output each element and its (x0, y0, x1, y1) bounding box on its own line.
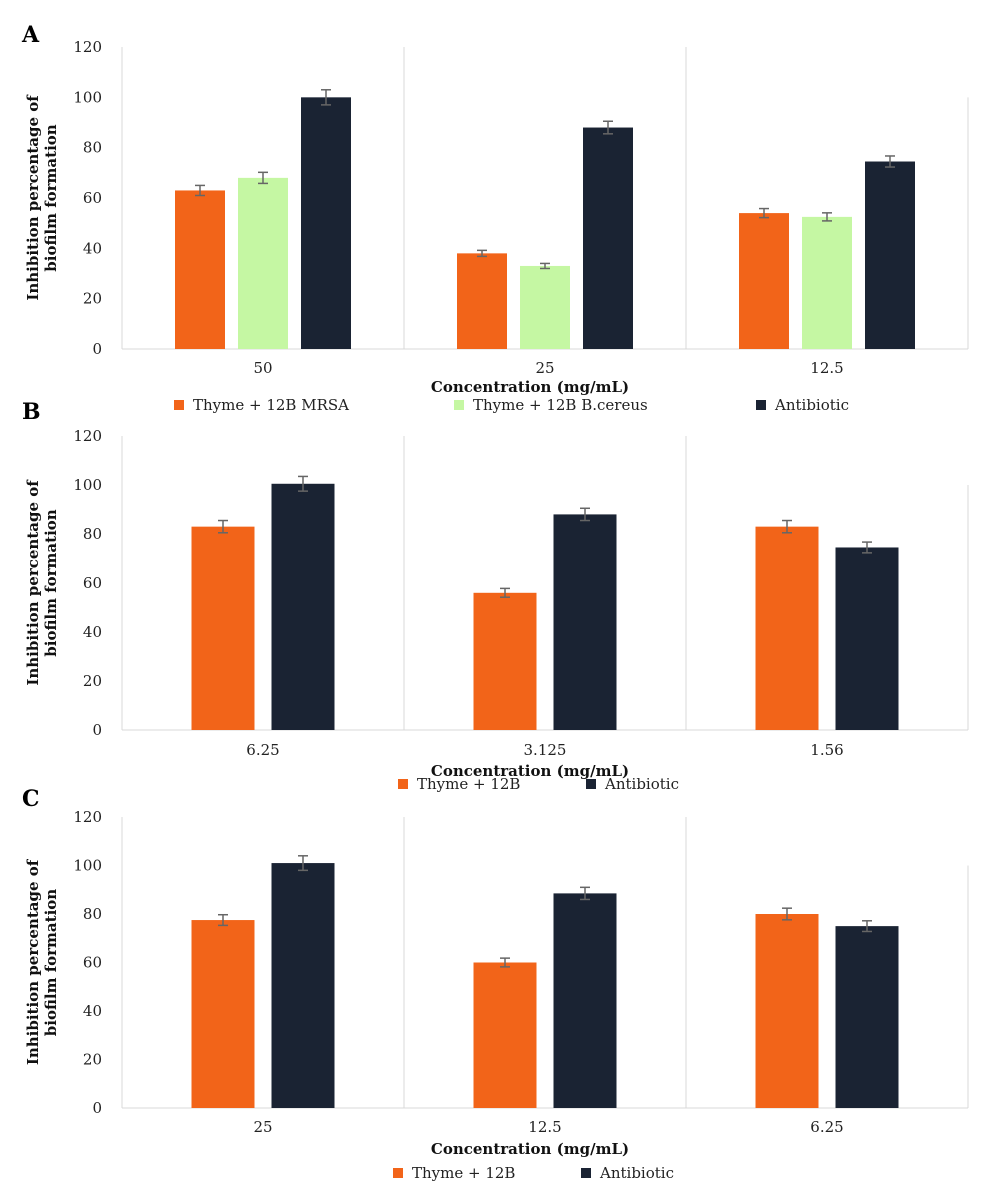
y-tick-label: 60 (83, 574, 102, 592)
y-tick-label: 80 (83, 525, 102, 543)
legend-swatch (393, 1168, 403, 1178)
legend-swatch (174, 400, 184, 410)
bar (271, 863, 335, 1108)
y-tick-label: 0 (92, 340, 102, 358)
x-tick-label: 25 (253, 1118, 272, 1136)
y-tick-label: 60 (83, 954, 102, 972)
bar (755, 526, 819, 730)
x-tick-label: 12.5 (810, 359, 843, 377)
y-tick-label: 120 (73, 427, 102, 445)
x-tick-label: 25 (535, 359, 554, 377)
y-axis-title: Inhibition percentage of (24, 858, 42, 1065)
bar (301, 97, 351, 349)
x-tick-label: 1.56 (810, 741, 843, 759)
legend-swatch (454, 400, 464, 410)
x-tick-label: 12.5 (528, 1118, 561, 1136)
y-tick-label: 40 (83, 623, 102, 641)
x-axis-title: Concentration (mg/mL) (431, 762, 629, 780)
y-tick-label: 20 (83, 672, 102, 690)
y-axis-title: Inhibition percentage of (24, 94, 42, 301)
x-tick-label: 3.125 (524, 741, 567, 759)
bar (583, 127, 633, 350)
x-tick-label: 6.25 (246, 741, 279, 759)
legend-swatch (756, 400, 766, 410)
bar (238, 177, 288, 349)
y-tick-label: 0 (92, 721, 102, 739)
y-tick-label: 60 (83, 189, 102, 207)
bar (553, 514, 617, 730)
bar (191, 526, 255, 730)
bar (755, 914, 819, 1108)
y-axis-title: biofilm formation (42, 509, 60, 656)
y-tick-label: 120 (73, 808, 102, 826)
legend-label: Antibiotic (599, 1164, 674, 1182)
x-tick-label: 50 (253, 359, 272, 377)
panel-letter: B (22, 399, 41, 425)
bar (553, 893, 617, 1108)
x-tick-label: 6.25 (810, 1118, 843, 1136)
bar (520, 265, 570, 349)
bar (473, 592, 537, 730)
legend-label: Thyme + 12B (417, 775, 520, 793)
legend-label: Thyme + 12B MRSA (193, 396, 349, 414)
legend-label: Thyme + 12B B.cereus (473, 396, 648, 414)
y-tick-label: 80 (83, 139, 102, 157)
legend-label: Antibiotic (604, 775, 679, 793)
panel-letter: A (21, 22, 40, 48)
bar (802, 216, 852, 349)
legend-swatch (581, 1168, 591, 1178)
bar (271, 483, 335, 730)
y-axis-title: Inhibition percentage of (24, 479, 42, 686)
bar (835, 926, 899, 1108)
y-tick-label: 0 (92, 1099, 102, 1117)
y-tick-label: 100 (73, 88, 102, 106)
legend-label: Thyme + 12B (412, 1164, 515, 1182)
y-axis-title: biofilm formation (42, 124, 60, 271)
y-axis-title: biofilm formation (42, 889, 60, 1036)
y-tick-label: 100 (73, 857, 102, 875)
bar (473, 962, 537, 1108)
bar (191, 920, 255, 1108)
y-tick-label: 40 (83, 239, 102, 257)
bar (175, 190, 225, 349)
legend-swatch (586, 779, 596, 789)
y-tick-label: 40 (83, 1002, 102, 1020)
bar (865, 161, 915, 349)
chart-panel-c: C 0 20 40 60 80 100 120 Inhibition percentage of… (22, 786, 969, 1182)
y-tick-label: 120 (73, 38, 102, 56)
y-tick-label: 20 (83, 290, 102, 308)
bar (835, 547, 899, 730)
y-tick-label: 80 (83, 905, 102, 923)
chart-panel-a: A 0 20 40 60 80 100 120 Inhibition percentage of… (21, 22, 969, 414)
chart-panel-b: B 0 20 40 60 80 100 120 Inhibition percentage of… (22, 399, 969, 793)
legend-label: Antibiotic (774, 396, 849, 414)
panel-letter: C (22, 786, 40, 812)
bar (739, 213, 789, 349)
x-axis-title: Concentration (mg/mL) (431, 1140, 629, 1158)
y-tick-label: 20 (83, 1051, 102, 1069)
bar (457, 253, 507, 349)
y-tick-label: 100 (73, 476, 102, 494)
legend-swatch (398, 779, 408, 789)
x-axis-title: Concentration (mg/mL) (431, 378, 629, 396)
